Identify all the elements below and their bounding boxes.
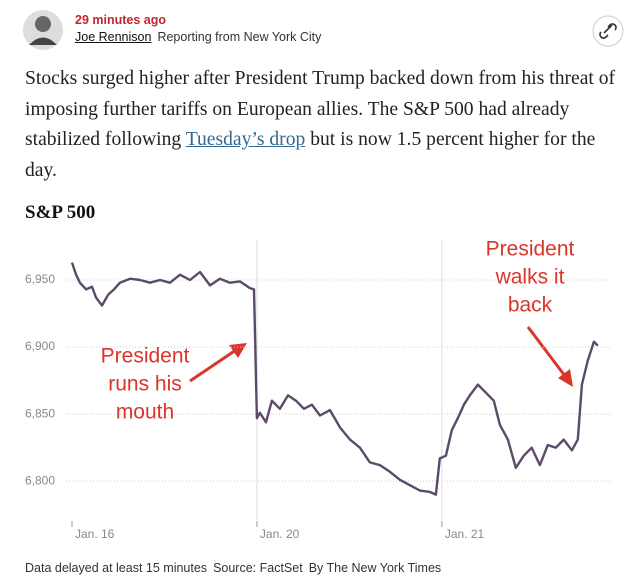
annotation: President [486, 238, 575, 261]
link-button[interactable] [592, 15, 624, 47]
x-tick-label: Jan. 16 [75, 527, 115, 541]
text: Stocks surged higher after President Tru… [25, 68, 616, 150]
avatar-head [35, 16, 51, 32]
x-tick-label: Jan. 21 [445, 527, 485, 541]
credit: By The New York Times [308, 561, 442, 575]
y-tick-label: 6,800 [25, 473, 55, 487]
annotation: walks it [495, 266, 565, 289]
annotation: runs his [108, 373, 182, 396]
source: Source: FactSet [213, 561, 303, 575]
text: but is now 1.5 percent higher for the da… [25, 129, 596, 181]
byline: Joe Rennison Reporting from New York City [75, 30, 321, 44]
x-tick-label: Jan. 20 [260, 527, 300, 541]
arrow-head [229, 343, 247, 358]
timestamp: 29 minutes ago [75, 13, 166, 27]
annotation: mouth [116, 401, 174, 424]
paragraph: Stocks surged higher after President Tru… [25, 64, 630, 186]
delay-note: Data delayed at least 15 minutes [25, 561, 208, 575]
arrow [189, 348, 237, 383]
chart-title: S&P 500 [25, 202, 96, 223]
annotation: back [508, 294, 553, 317]
avatar-body [29, 37, 57, 45]
y-tick-label: 6,950 [25, 272, 55, 286]
annotation: President [101, 345, 190, 368]
link-icon [599, 23, 617, 39]
author[interactable]: Joe Rennison [75, 30, 152, 44]
footer: Data delayed at least 15 minutes Source: … [25, 561, 447, 575]
arrow-head [558, 369, 573, 387]
arrow [526, 326, 567, 377]
link[interactable]: Tuesday’s drop [185, 129, 306, 150]
location: Reporting from New York City [157, 30, 322, 44]
y-tick-label: 6,900 [25, 339, 55, 353]
price-line [70, 262, 599, 496]
y-tick-label: 6,850 [25, 406, 55, 420]
